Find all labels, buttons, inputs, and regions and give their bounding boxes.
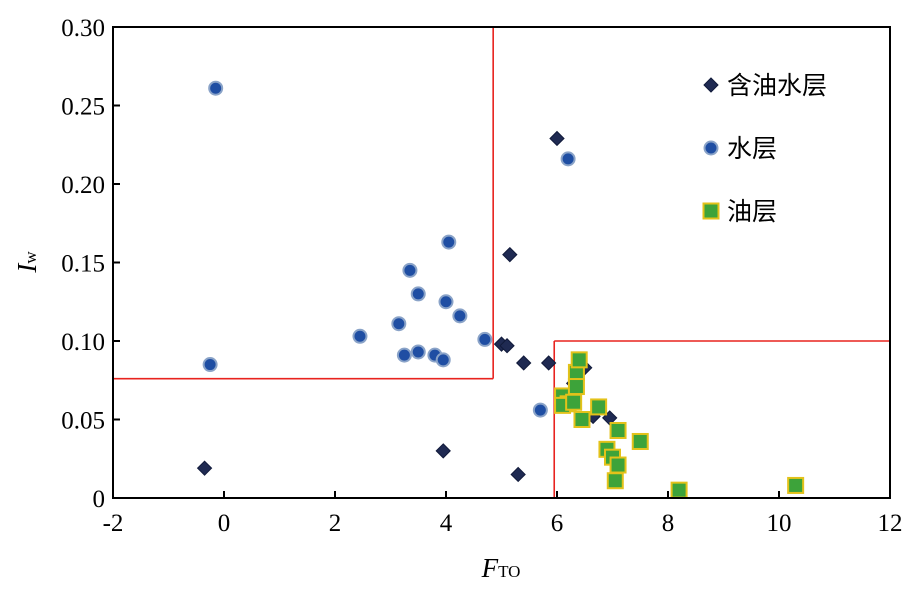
circle-data-point <box>477 331 493 347</box>
x-tick-label: 2 <box>329 510 342 537</box>
y-tick-label: 0.30 <box>61 15 105 42</box>
square-data-point <box>565 393 583 411</box>
diamond-data-point <box>196 460 213 476</box>
square-data-point <box>609 421 627 439</box>
circle-data-point <box>441 234 457 250</box>
circle-data-point <box>410 344 426 360</box>
x-axis: -2 0 2 4 6 8 10 12 <box>103 491 903 537</box>
y-tick-label: 0.15 <box>61 251 105 278</box>
diamond-data-point <box>515 355 532 371</box>
legend-label: 水层 <box>727 134 777 163</box>
circle-data-point <box>402 262 418 278</box>
square-data-point <box>573 411 591 428</box>
square-data-point <box>567 378 585 396</box>
x-tick-label: -2 <box>103 510 124 537</box>
legend-diamond-marker <box>703 77 719 93</box>
x-axis-title: FTO <box>481 553 521 583</box>
y-axis-title-main: I <box>12 262 42 274</box>
circle-data-point <box>391 316 407 332</box>
legend-square-marker <box>702 202 720 220</box>
y-tick-label: 0.20 <box>61 172 105 199</box>
circle-data-point <box>560 151 576 167</box>
diamond-data-point <box>540 355 557 371</box>
y-tick-label: 0.10 <box>61 329 105 356</box>
square-data-point <box>631 432 649 450</box>
x-tick-label: 8 <box>662 510 675 537</box>
legend-label: 含油水层 <box>727 71 827 100</box>
diamond-data-point <box>435 443 451 459</box>
circle-data-point <box>438 294 454 310</box>
square-data-point <box>570 351 588 369</box>
circle-data-point <box>208 80 224 96</box>
x-tick-label: 10 <box>767 510 792 537</box>
circle-data-point <box>396 347 412 363</box>
circle-data-point <box>202 357 218 373</box>
diamond-data-point <box>510 466 526 483</box>
circle-data-point <box>452 308 468 324</box>
x-tick-label: 6 <box>551 510 564 537</box>
square-data-point <box>606 472 624 490</box>
x-axis-title-sub: TO <box>498 562 520 581</box>
x-tick-label: 4 <box>440 510 453 537</box>
legend-circle-marker <box>703 140 719 156</box>
y-axis-title-sub: w <box>21 251 40 264</box>
x-tick-label: 0 <box>218 510 231 537</box>
circle-data-point <box>532 402 548 418</box>
square-data-point <box>670 481 688 499</box>
y-tick-label: 0.25 <box>61 94 105 121</box>
y-tick-label: 0.05 <box>61 408 105 435</box>
legend-label: 油层 <box>727 197 777 226</box>
boundary-lines <box>113 27 890 498</box>
x-tick-label: 12 <box>878 510 903 537</box>
data-markers <box>196 80 805 499</box>
diamond-data-point <box>549 130 565 147</box>
square-data-point <box>590 398 608 416</box>
y-axis: 0 0.05 0.10 0.15 0.20 0.25 0.30 <box>61 15 120 513</box>
circle-data-point <box>410 286 426 302</box>
y-tick-label: 0 <box>93 486 106 513</box>
diamond-data-point <box>502 246 518 263</box>
circle-data-point <box>352 328 368 344</box>
circle-data-point <box>435 352 451 368</box>
diamond-data-point <box>499 338 515 354</box>
y-axis-title: Iw <box>12 251 42 274</box>
square-data-point <box>787 476 805 494</box>
square-data-point <box>609 456 627 474</box>
x-axis-title-main: F <box>481 553 499 583</box>
